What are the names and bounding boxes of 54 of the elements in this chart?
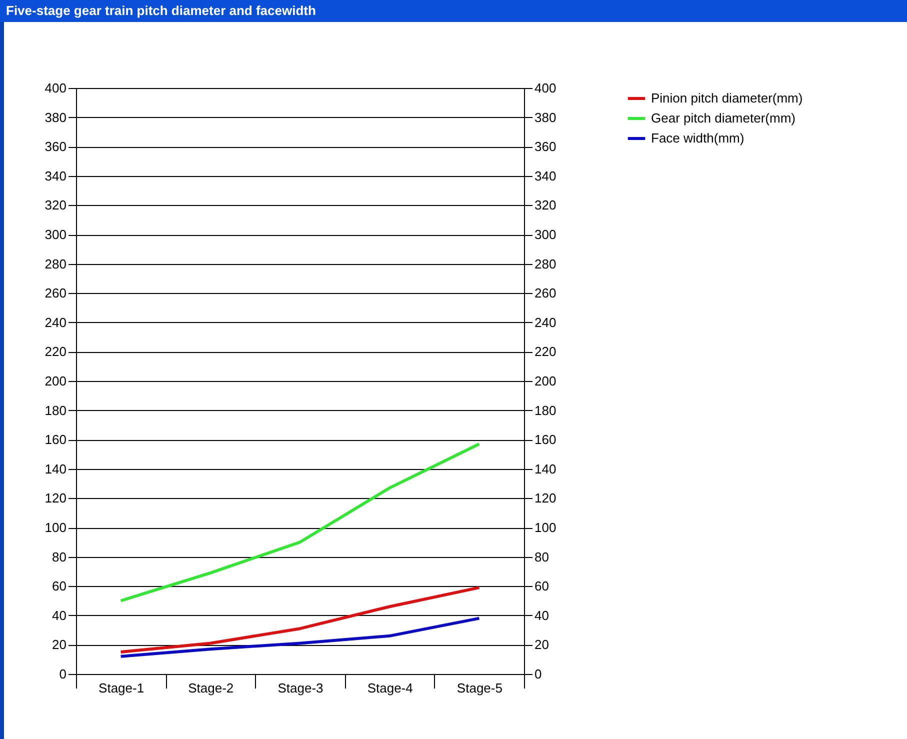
y-tick-label: 120 — [44, 490, 66, 506]
y2-tick-label: 80 — [534, 549, 549, 564]
y-tick-label: 40 — [52, 608, 66, 623]
y2-tick-label: 240 — [534, 314, 556, 330]
legend-label: Pinion pitch diameter(mm) — [651, 90, 803, 106]
y2-tick-label: 180 — [534, 402, 556, 418]
y-tick-label: 60 — [52, 578, 66, 594]
y2-tick-label: 300 — [534, 227, 556, 242]
y-tick-label: 160 — [44, 432, 66, 448]
y2-tick-label: 340 — [534, 168, 556, 184]
y-tick-label: 240 — [44, 314, 66, 330]
chart-title: Five-stage gear train pitch diameter and facewidth — [0, 0, 907, 22]
y2-tick-label: 60 — [534, 578, 549, 594]
y-tick-label: 100 — [44, 520, 66, 535]
x-tick-label: Stage-4 — [367, 680, 413, 696]
y2-tick-label: 260 — [534, 286, 556, 301]
y2-tick-label: 40 — [534, 608, 549, 623]
x-tick-label: Stage-3 — [278, 680, 324, 696]
y-tick-label: 20 — [52, 637, 66, 652]
y2-tick-label: 160 — [534, 432, 556, 448]
y-tick-label: 400 — [44, 80, 66, 96]
y-tick-label: 220 — [44, 344, 66, 360]
y-tick-label: 340 — [44, 168, 66, 184]
line-series — [119, 616, 481, 658]
y2-tick-label: 20 — [534, 637, 549, 652]
y2-tick-label: 100 — [534, 520, 556, 535]
legend-label: Gear pitch diameter(mm) — [651, 110, 796, 126]
y2-tick-label: 120 — [534, 490, 556, 506]
x-tick-label: Stage-5 — [456, 680, 502, 696]
y2-tick-label: 200 — [534, 374, 556, 388]
y2-tick-label: 140 — [534, 461, 556, 476]
x-tick-label: Stage-2 — [188, 680, 234, 696]
y-tick-label: 180 — [44, 402, 66, 418]
y2-tick-label: 0 — [534, 666, 542, 682]
y2-tick-label: 220 — [534, 344, 556, 360]
y-tick-label: 320 — [44, 198, 66, 213]
y-tick-label: 200 — [44, 374, 66, 388]
y-tick-label: 0 — [59, 666, 66, 682]
y-tick-label: 360 — [44, 139, 66, 154]
y2-tick-label: 400 — [534, 80, 556, 96]
y2-tick-label: 320 — [534, 198, 556, 213]
y-tick-label: 80 — [52, 549, 66, 564]
y-tick-label: 260 — [44, 286, 66, 301]
x-tick-label: Stage-1 — [98, 680, 144, 696]
y-tick-label: 140 — [44, 461, 66, 476]
line-series — [119, 442, 481, 602]
y-tick-label: 280 — [44, 256, 66, 272]
y2-tick-label: 280 — [534, 256, 556, 272]
legend-label: Face width(mm) — [651, 130, 744, 146]
y2-tick-label: 380 — [534, 110, 556, 125]
y2-tick-label: 360 — [534, 139, 556, 154]
line-series — [119, 586, 481, 654]
y-tick-label: 300 — [44, 227, 66, 242]
y-tick-label: 380 — [44, 110, 66, 125]
